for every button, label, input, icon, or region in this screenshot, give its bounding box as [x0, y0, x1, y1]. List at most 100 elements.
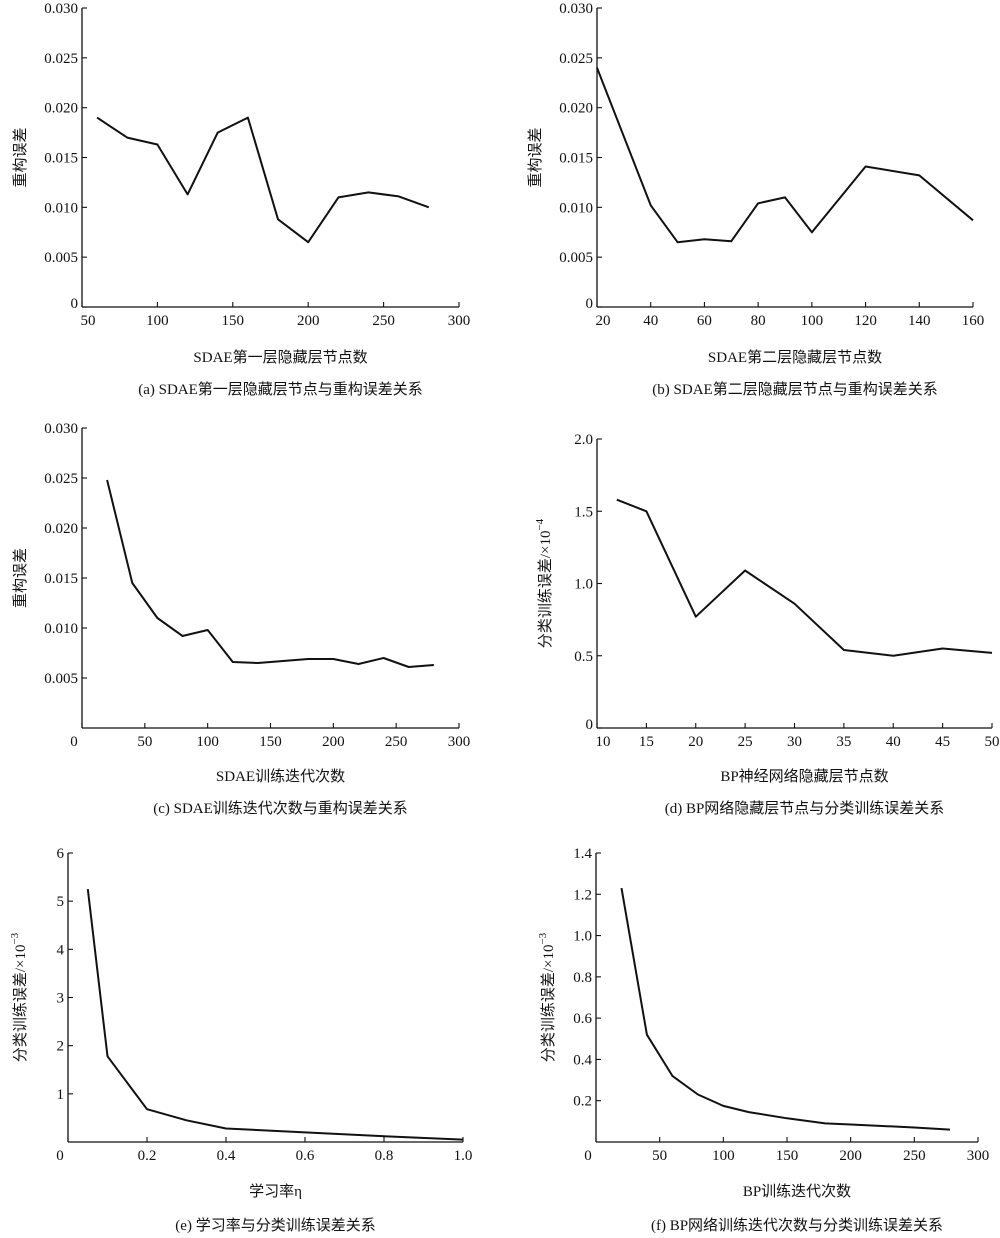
y-tick-label: 0 [71, 296, 79, 312]
y-tick-label: 0.6 [573, 1011, 592, 1027]
y-axis-title-exponent: −3 [9, 932, 21, 944]
y-tick-label: 0.005 [44, 250, 78, 266]
x-tick-label: 40 [886, 734, 901, 750]
x-tick-label: 60 [697, 313, 712, 329]
subplot-caption: (a) SDAE第一层隐藏层节点与重构误差关系 [138, 380, 423, 398]
data-series-line [616, 498, 993, 657]
x-tick-label: 100 [146, 313, 169, 329]
subplot-b: 20 40 60 80 100 120 140 160 0 0.005 0.010 0.015 0.02… [527, 1, 984, 398]
x-tick-label: 20 [688, 734, 703, 750]
y-tick-label: 0.030 [44, 421, 78, 437]
y-tick-label: 1.0 [573, 929, 592, 945]
y-axis-title-text: 分类训练误差/×10 [12, 945, 29, 1063]
y-tick-label: 1.2 [573, 887, 592, 903]
y-tick-label: 0.5 [574, 649, 593, 665]
x-tick-label: 1.0 [454, 1148, 473, 1164]
x-tick-label: 300 [967, 1148, 990, 1164]
y-axis-title: 分类训练误差/×10−4 [534, 518, 554, 648]
y-tick-label: 0.030 [44, 1, 78, 17]
data-series-line [106, 479, 434, 668]
y-tick-label: 1.0 [574, 577, 593, 593]
y-tick-label: 3 [57, 991, 65, 1007]
y-axis-title: 重构误差 [12, 548, 29, 608]
data-series-line [96, 116, 430, 244]
x-tick-label: 160 [962, 313, 985, 329]
y-tick-label: 0.015 [44, 151, 78, 167]
y-tick-label: 1.4 [573, 846, 592, 862]
x-tick-label: 200 [839, 1148, 862, 1164]
y-axis-title: 分类训练误差/×10−3 [537, 932, 557, 1062]
y-tick-label: 0.020 [559, 101, 593, 117]
y-tick-label: 0.005 [44, 671, 78, 687]
y-axis-title-exponent: −3 [537, 932, 549, 944]
y-axis-title: 重构误差 [12, 127, 29, 187]
x-tick-label: 100 [712, 1148, 735, 1164]
x-tick-label: 100 [801, 313, 824, 329]
x-tick-label: 0.6 [296, 1148, 315, 1164]
y-axis-title-text: 分类训练误差/×10 [537, 531, 554, 649]
x-tick-label: 50 [137, 734, 152, 750]
subplot-caption: (b) SDAE第二层隐藏层节点与重构误差关系 [652, 380, 937, 398]
x-tick-label: 0.2 [138, 1148, 157, 1164]
y-tick-label: 5 [57, 894, 65, 910]
data-series-line [596, 67, 974, 244]
x-tick-label: 250 [903, 1148, 926, 1164]
y-tick-label: 0.010 [44, 621, 78, 637]
y-tick-label: 0.8 [573, 970, 592, 986]
x-tick-label: 40 [643, 313, 658, 329]
x-tick-label: 150 [259, 734, 282, 750]
y-tick-label: 0.020 [44, 521, 78, 537]
x-tick-label: 0 [56, 1148, 64, 1164]
x-tick-label: 35 [836, 734, 851, 750]
y-tick-label: 0.030 [559, 1, 593, 17]
y-tick-label: 0 [586, 296, 594, 312]
y-tick-label: 0.010 [44, 200, 78, 216]
x-tick-label: 0 [584, 1148, 592, 1164]
x-tick-label: 0 [70, 734, 78, 750]
y-tick-label: 0.010 [559, 200, 593, 216]
y-tick-label: 0.015 [44, 571, 78, 587]
x-tick-label: 15 [639, 734, 654, 750]
subplot-d: 10 15 20 25 30 35 40 45 50 0 0.5 1.0 1.5 2.0 分类训练误差/×1… [534, 432, 1000, 817]
subplot-caption: (f) BP网络训练迭代次数与分类训练误差关系 [651, 1217, 943, 1234]
x-axis-title: BP训练迭代次数 [743, 1183, 851, 1200]
x-tick-label: 10 [596, 734, 611, 750]
subplot-caption: (e) 学习率与分类训练误差关系 [175, 1217, 375, 1234]
subplot-e: 0 0.2 0.4 0.6 0.8 1.0 1 2 3 4 5 6 分类训练误差/×10−3 学习率η (e… [9, 846, 472, 1234]
x-axis-title: SDAE训练迭代次数 [216, 768, 345, 785]
x-tick-label: 200 [297, 313, 320, 329]
y-axis-title-text: 分类训练误差/×10 [540, 945, 557, 1063]
subplot-a: 50 100 150 200 250 300 0 0.005 0.010 0.015 0.020 0.… [12, 1, 470, 398]
x-axis-title: SDAE第一层隐藏层节点数 [193, 348, 367, 366]
data-series-line [86, 888, 464, 1141]
y-tick-label: 0.2 [573, 1094, 592, 1110]
x-tick-label: 300 [448, 734, 471, 750]
x-tick-label: 50 [652, 1148, 667, 1164]
x-tick-label: 250 [385, 734, 408, 750]
y-tick-label: 0.025 [44, 471, 78, 487]
x-tick-label: 120 [854, 313, 877, 329]
y-axis-title-text: 重构误差 [12, 127, 29, 187]
y-tick-label: 0.015 [559, 151, 593, 167]
x-tick-label: 150 [222, 313, 245, 329]
y-tick-label: 0.020 [44, 101, 78, 117]
x-tick-label: 250 [372, 313, 395, 329]
y-tick-label: 1 [57, 1087, 65, 1103]
x-tick-label: 20 [596, 313, 611, 329]
x-tick-label: 200 [322, 734, 345, 750]
y-axis-title-text: 重构误差 [527, 127, 544, 187]
y-tick-label: 0.4 [573, 1052, 592, 1068]
x-tick-label: 80 [751, 313, 766, 329]
x-axis-title: SDAE第二层隐藏层节点数 [708, 348, 882, 366]
x-tick-label: 50 [985, 734, 1000, 750]
x-tick-label: 30 [787, 734, 802, 750]
y-tick-label: 2 [57, 1039, 65, 1055]
y-tick-label: 0.005 [559, 250, 593, 266]
x-axis-title: 学习率η [249, 1183, 302, 1200]
y-tick-label: 6 [57, 846, 65, 862]
subplot-c: 0 50 100 150 200 250 300 0.005 0.010 0.015 0.020 0.… [12, 421, 470, 817]
x-tick-label: 25 [738, 734, 753, 750]
subplot-caption: (d) BP网络隐藏层节点与分类训练误差关系 [665, 800, 945, 817]
x-tick-label: 50 [81, 313, 96, 329]
